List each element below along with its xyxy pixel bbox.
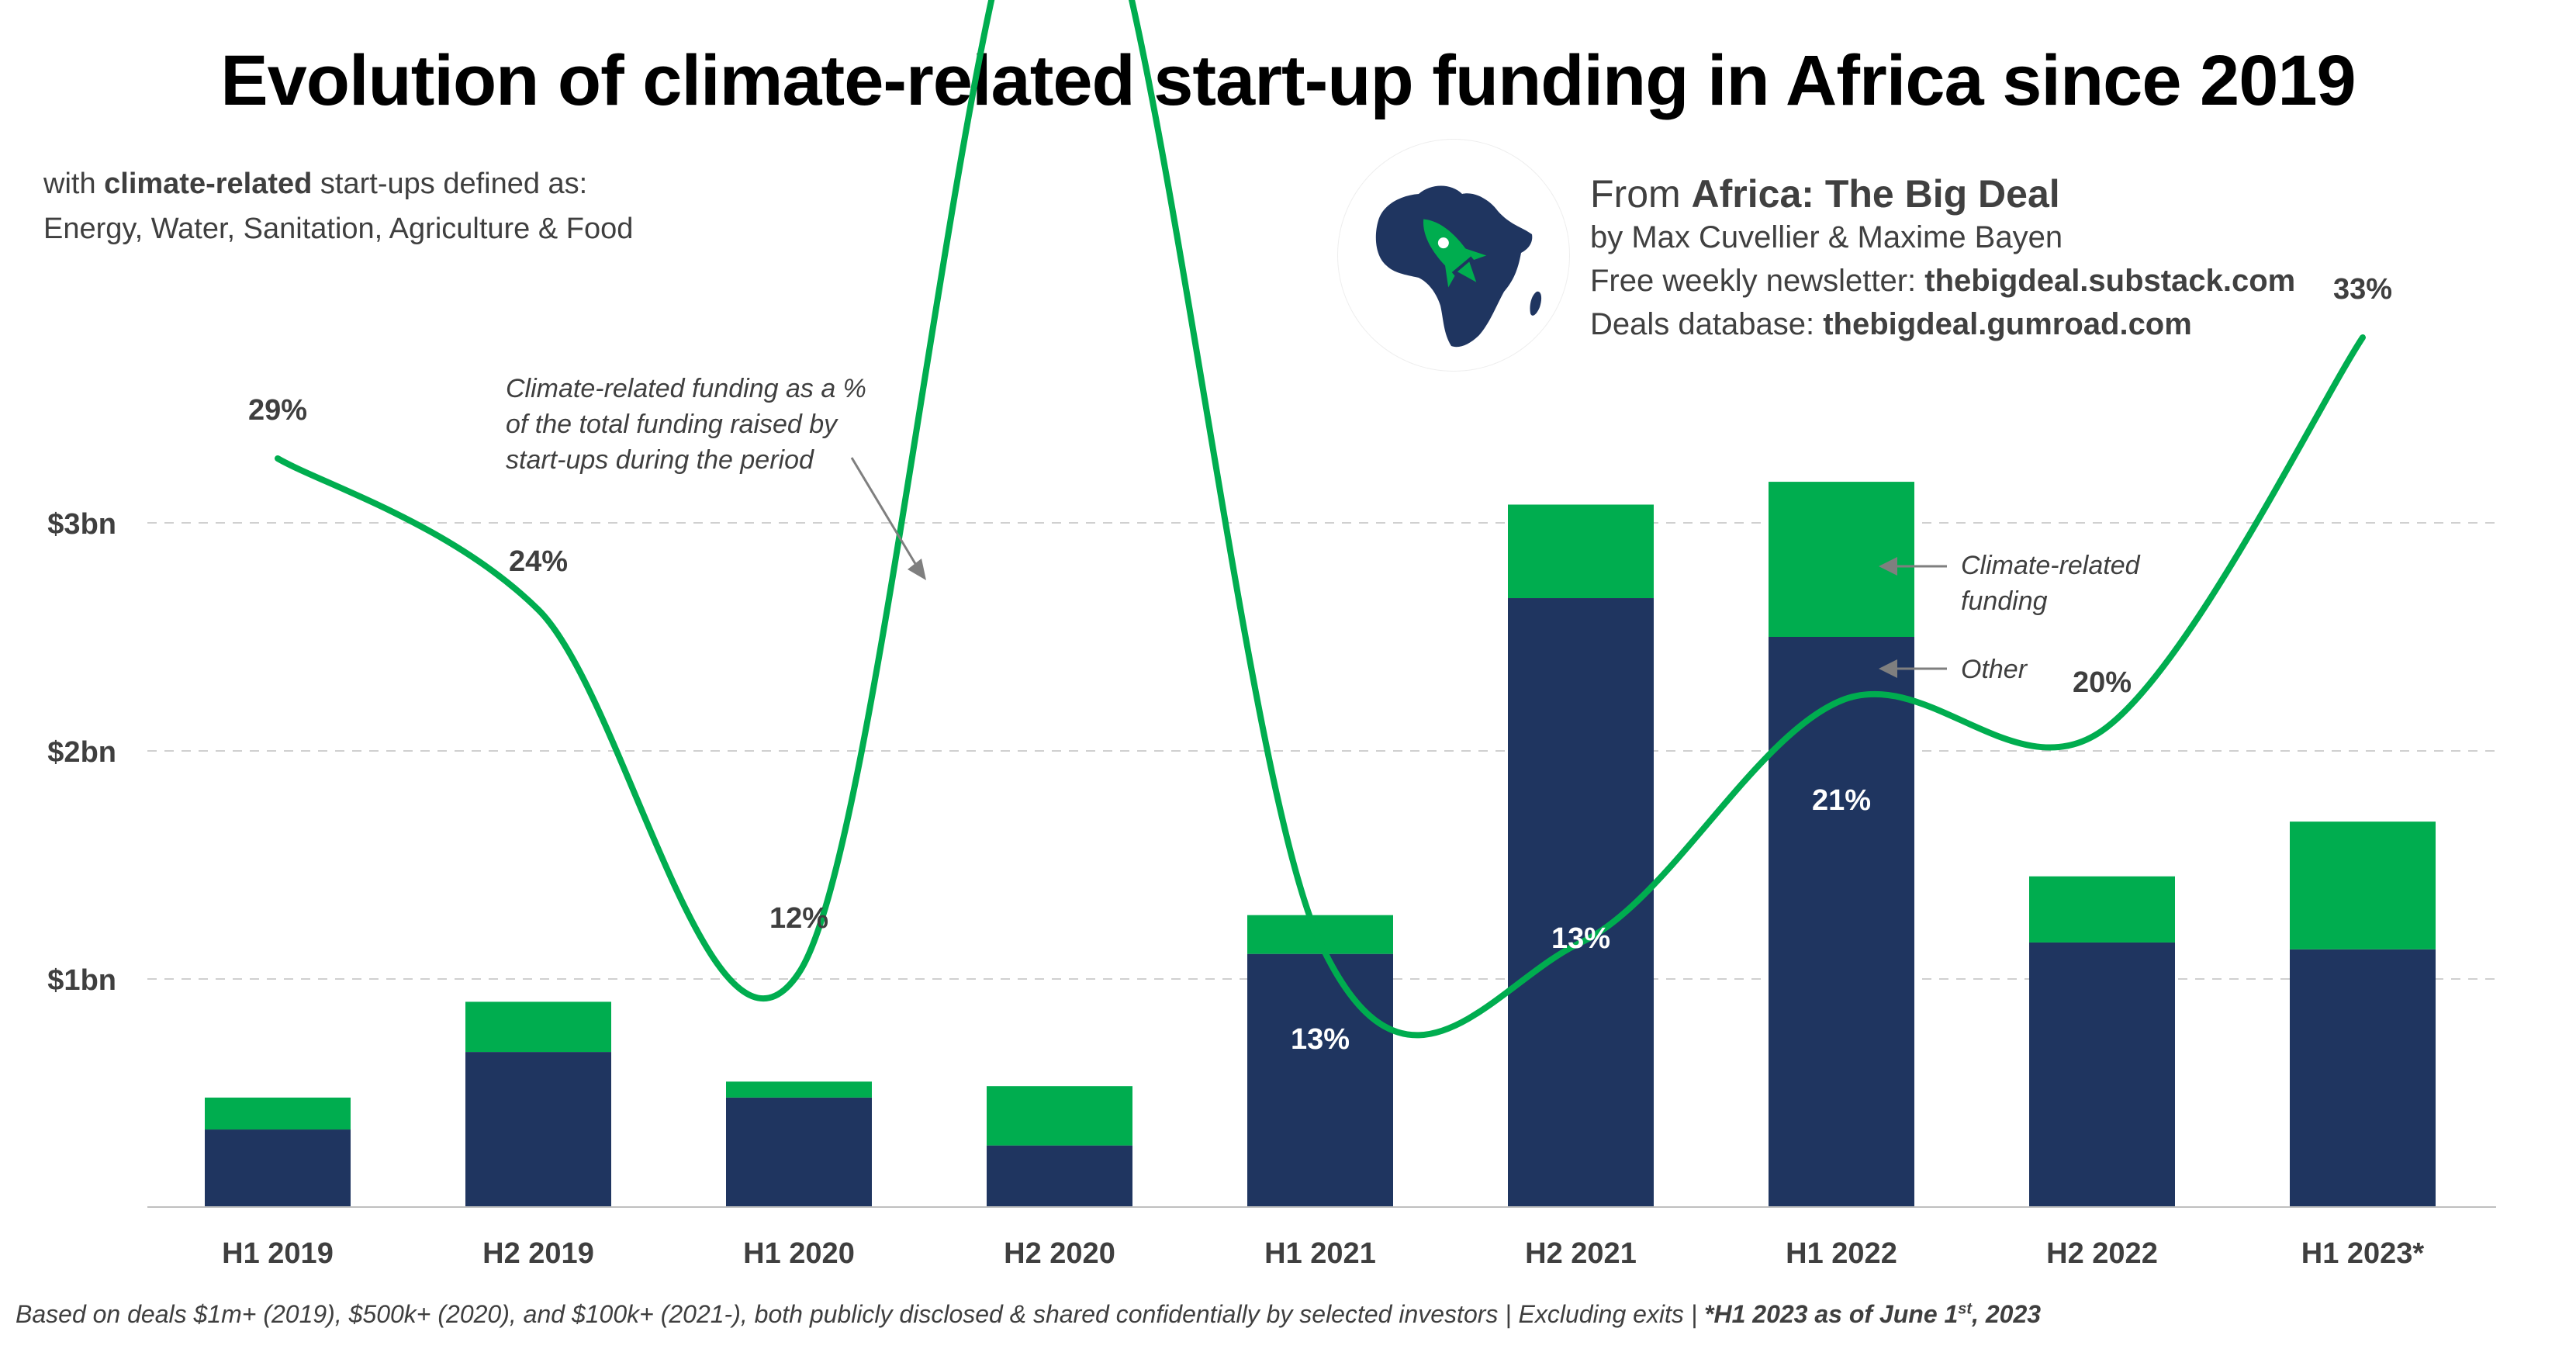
line-note-2: of the total funding raised by: [506, 410, 838, 439]
percent-label: 12%: [769, 902, 828, 935]
bar-other: [2290, 949, 2436, 1207]
bar-other: [1769, 637, 1914, 1207]
x-tick-label: H2 2021: [1525, 1237, 1637, 1270]
database-link[interactable]: thebigdeal.gumroad.com: [1823, 307, 2192, 341]
climate-legend-2: funding: [1961, 586, 2048, 616]
bar-climate: [205, 1097, 351, 1130]
newsletter-label: Free weekly newsletter:: [1590, 264, 1925, 298]
bar-other: [205, 1129, 351, 1207]
x-tick-label: H1 2023*: [2301, 1237, 2425, 1270]
definition-suffix: start-ups defined as:: [312, 168, 588, 200]
footnote-text: Based on deals $1m+ (2019), $500k+ (2020…: [16, 1300, 1705, 1328]
chart-title: Evolution of climate-related start-up fu…: [220, 41, 2356, 120]
line-note-annotation: Climate-related funding as a % of the to…: [506, 374, 926, 580]
footnote-date: *H1 2023 as of June 1: [1704, 1300, 1959, 1328]
definition-sectors: Energy, Water, Sanitation, Agriculture &…: [43, 213, 634, 245]
definition-prefix: with: [43, 168, 105, 200]
africa-rocket-logo: [1338, 140, 1569, 371]
definition-bold: climate-related: [104, 168, 313, 200]
y-tick-label: $1bn: [47, 964, 116, 997]
footnote-year: , 2023: [1972, 1300, 2042, 1328]
x-tick-label: H1 2021: [1264, 1237, 1376, 1270]
x-tick-label: H2 2020: [1004, 1237, 1115, 1270]
bar-climate: [2290, 822, 2436, 949]
x-tick-label: H2 2019: [482, 1237, 594, 1270]
source-from: From: [1590, 172, 1692, 216]
percent-label: 13%: [1291, 1023, 1350, 1056]
bar-climate: [1769, 482, 1914, 637]
line-note-arrow: [850, 457, 918, 567]
bar-other: [726, 1097, 872, 1207]
x-tick-label: H2 2022: [2046, 1237, 2158, 1270]
other-arrowhead: [1879, 659, 1897, 678]
footnote-sup: st: [1958, 1300, 1973, 1318]
footnote-bold: *H1 2023 as of June 1st, 2023: [1704, 1300, 2041, 1328]
line-note-1: Climate-related funding as a %: [506, 374, 866, 403]
bar-climate: [1508, 504, 1654, 599]
climate-legend-1: Climate-related: [1961, 551, 2141, 580]
legend-annotations: Climate-related funding Other: [1879, 551, 2141, 684]
percent-label: 20%: [2073, 666, 2132, 699]
bar-other: [2029, 942, 2175, 1207]
percent-label: 24%: [509, 545, 568, 578]
y-tick-label: $3bn: [47, 508, 116, 541]
bar-climate: [2029, 876, 2175, 943]
x-tick-label: H1 2022: [1786, 1237, 1897, 1270]
other-legend: Other: [1961, 655, 2028, 684]
y-tick-label: $2bn: [47, 736, 116, 769]
x-axis-labels: H1 2019 H2 2019 H1 2020 H2 2020 H1 2021 H2 20…: [222, 1237, 2424, 1270]
bars: [205, 482, 2436, 1207]
percent-label: 13%: [1551, 922, 1610, 955]
source-publication: Africa: The Big Deal: [1691, 172, 2060, 216]
bar-other: [1247, 953, 1393, 1207]
bar-other: [987, 1145, 1132, 1207]
bar-other: [1508, 598, 1654, 1207]
percent-label: 21%: [1812, 784, 1871, 817]
climate-definition: with climate-related start-ups defined a…: [43, 161, 633, 251]
source-block: From Africa: The Big Deal by Max Cuvelli…: [1590, 172, 2295, 346]
footnote: Based on deals $1m+ (2019), $500k+ (2020…: [16, 1300, 2041, 1329]
line-note-arrowhead: [908, 559, 926, 580]
x-tick-label: H1 2020: [743, 1237, 855, 1270]
database-label: Deals database:: [1590, 307, 1824, 341]
bar-other: [465, 1052, 611, 1207]
line-note-3: start-ups during the period: [506, 445, 814, 475]
y-axis-labels: $1bn $2bn $3bn: [47, 508, 116, 997]
percent-label: 29%: [248, 394, 307, 427]
climate-arrowhead: [1879, 557, 1897, 576]
percent-label: 33%: [2333, 273, 2392, 306]
x-tick-label: H1 2019: [222, 1237, 334, 1270]
source-authors: by Max Cuvellier & Maxime Bayen: [1590, 220, 2063, 254]
bar-climate: [987, 1086, 1132, 1146]
percent-labels: 29%24%12%50%13%13%21%20%33%: [248, 273, 2392, 1056]
bar-climate: [465, 1001, 611, 1053]
africa-map-icon: [1375, 185, 1542, 348]
percent-line: [275, 0, 2366, 1039]
bar-climate: [726, 1081, 872, 1098]
newsletter-link[interactable]: thebigdeal.substack.com: [1924, 264, 2296, 298]
